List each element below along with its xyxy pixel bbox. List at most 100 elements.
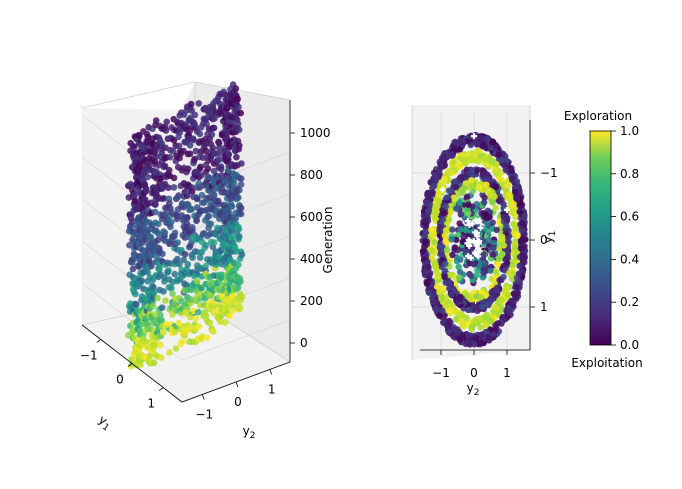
plot3d-point xyxy=(196,130,204,138)
topview-point xyxy=(510,290,517,297)
topview-point xyxy=(434,171,441,178)
topview-point xyxy=(452,184,460,191)
topview-point xyxy=(481,194,488,201)
plot3d-z-tick-label: 400 xyxy=(300,252,323,266)
plot3d-point xyxy=(237,278,244,285)
colorbar-tick-label: 0.6 xyxy=(620,210,639,224)
topview-plus-marker xyxy=(502,173,509,180)
topview-plus-marker xyxy=(469,220,476,227)
plot3d-point xyxy=(144,173,151,181)
plot3d-point xyxy=(202,312,210,319)
topview-plus-marker xyxy=(464,240,471,247)
topview-point xyxy=(439,162,446,170)
plot3d-point xyxy=(224,156,232,164)
plot3d-x-tick-mark xyxy=(235,381,239,388)
plot3d-point xyxy=(145,257,153,265)
plot3d-point xyxy=(135,346,143,354)
topview-point xyxy=(457,295,464,303)
plot3d-point xyxy=(199,154,207,161)
plot3d-point xyxy=(236,304,244,311)
topview-point xyxy=(458,151,465,158)
plot3d-point xyxy=(205,174,213,181)
topview-point xyxy=(451,178,458,185)
topview-point xyxy=(439,216,447,223)
plot3d-point xyxy=(168,124,175,131)
plot3d-point xyxy=(170,137,178,144)
topview-point xyxy=(483,181,490,188)
topview-point xyxy=(439,307,446,315)
topview-point xyxy=(521,236,528,243)
topview-point xyxy=(509,175,516,183)
plot3d-point xyxy=(237,210,245,218)
plot3d-point xyxy=(152,201,159,208)
topview-point xyxy=(510,299,517,307)
topview-y-tick-label: 1 xyxy=(540,300,548,314)
topview-point xyxy=(463,179,470,187)
topview-point xyxy=(512,244,519,252)
plot3d-x-label: y2 xyxy=(243,424,256,441)
plot3d-point xyxy=(191,272,198,280)
plot3d-z-label: Generation xyxy=(321,207,335,274)
topview-point xyxy=(437,227,444,234)
plot3d-point xyxy=(156,137,164,144)
topview-point xyxy=(468,177,475,184)
topview-point xyxy=(503,307,510,314)
plot3d-x-ticks: −1 0 1 xyxy=(195,369,276,422)
plot3d-point xyxy=(159,250,166,258)
topview-point xyxy=(435,197,442,205)
plot3d-point xyxy=(144,321,151,328)
plot3d-point xyxy=(217,165,225,173)
plot3d-point xyxy=(166,199,173,207)
topview-point xyxy=(497,296,504,303)
plot3d-point xyxy=(198,199,206,206)
topview-point xyxy=(500,161,508,168)
plot3d-point xyxy=(237,109,244,117)
plot3d-z-tick-label: 1000 xyxy=(300,126,331,140)
topview-plus-marker xyxy=(504,206,510,213)
plot3d-y-tick-mark xyxy=(159,387,164,391)
plot3d-point xyxy=(184,214,191,222)
topview-point xyxy=(469,322,477,330)
plot3d-point xyxy=(165,184,172,191)
plot3d-point xyxy=(234,120,242,128)
plot3d-point xyxy=(154,236,162,244)
plot3d-point xyxy=(171,328,179,336)
plot3d-point xyxy=(234,95,241,102)
topview-point xyxy=(478,289,485,296)
plot3d-point xyxy=(174,239,181,246)
topview-point xyxy=(449,226,456,233)
plot3d-point xyxy=(154,244,161,251)
plot3d-point xyxy=(210,124,218,132)
colorbar: 0.0 0.2 0.4 0.6 0.8 1.0 Exploration Exploitat… xyxy=(564,109,643,370)
plot3d-point xyxy=(201,141,208,149)
topview-point xyxy=(456,336,463,343)
topview-point xyxy=(472,318,480,325)
plot3d-point xyxy=(138,277,145,284)
plot3d-point xyxy=(202,241,210,249)
topview-point xyxy=(428,247,435,254)
plot3d-point xyxy=(229,307,236,314)
plot3d-point xyxy=(178,297,185,305)
topview-point xyxy=(422,217,429,224)
plot3d-point xyxy=(208,131,216,138)
topview-point xyxy=(502,256,509,263)
plot3d-point xyxy=(234,284,242,292)
topview-point xyxy=(443,194,450,201)
plot3d-point xyxy=(136,132,143,140)
plot3d-point xyxy=(167,204,174,212)
plot3d-y-ticks: −1 0 1 xyxy=(80,339,164,411)
topview-point xyxy=(445,187,453,194)
topview-point xyxy=(455,274,463,281)
plot3d-point xyxy=(237,175,245,182)
topview-point xyxy=(510,220,517,228)
topview-point xyxy=(490,244,497,251)
topview-point xyxy=(474,147,481,155)
plot3d-point xyxy=(170,184,178,191)
plot3d-point xyxy=(173,212,180,219)
topview-point xyxy=(472,335,480,342)
plot3d-point xyxy=(181,251,189,258)
plot3d-point xyxy=(218,172,226,179)
topview-point xyxy=(422,238,429,245)
plot3d-point xyxy=(151,208,159,216)
